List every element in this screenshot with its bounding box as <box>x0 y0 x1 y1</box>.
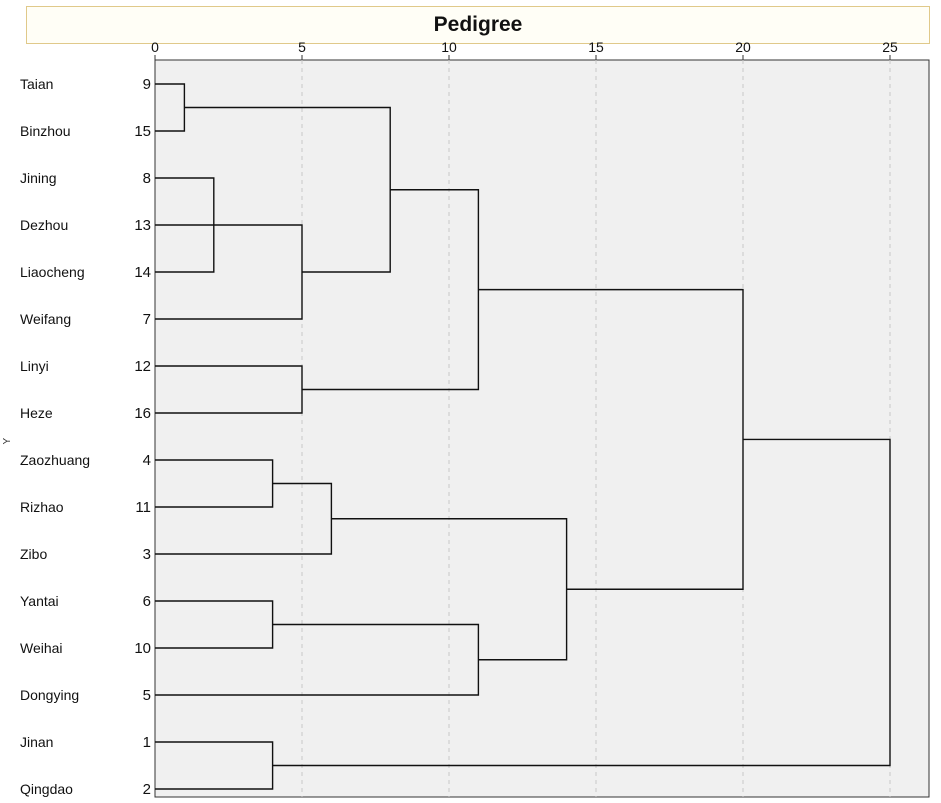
leaf-id-10: 10 <box>134 640 151 657</box>
leaf-name-jining: Jining <box>20 170 57 186</box>
leaf-name-dezhou: Dezhou <box>20 217 68 233</box>
leaf-name-weihai: Weihai <box>20 640 63 656</box>
x-tick-label-25: 25 <box>882 39 898 55</box>
leaf-id-15: 15 <box>134 123 151 140</box>
y-axis-label: Y <box>2 438 13 445</box>
leaf-id-13: 13 <box>134 217 151 234</box>
leaf-name-taian: Taian <box>20 76 53 92</box>
leaf-id-8: 8 <box>143 170 151 187</box>
leaf-id-11: 11 <box>135 499 151 516</box>
leaf-id-12: 12 <box>134 358 151 375</box>
leaf-id-16: 16 <box>134 405 151 422</box>
leaf-id-6: 6 <box>143 593 151 610</box>
leaf-id-4: 4 <box>143 452 151 469</box>
x-tick-label-15: 15 <box>588 39 604 55</box>
chart-title: Pedigree <box>433 13 523 36</box>
plot-area <box>154 59 930 798</box>
leaf-id-14: 14 <box>134 264 151 281</box>
leaf-name-rizhao: Rizhao <box>20 499 64 515</box>
leaf-name-zibo: Zibo <box>20 546 47 562</box>
leaf-name-binzhou: Binzhou <box>20 123 71 139</box>
leaf-name-linyi: Linyi <box>20 358 49 374</box>
leaf-id-2: 2 <box>143 781 151 798</box>
leaf-id-7: 7 <box>143 311 151 328</box>
x-tick-label-0: 0 <box>151 39 159 55</box>
x-tick-label-10: 10 <box>441 39 457 55</box>
x-tick-label-5: 5 <box>298 39 306 55</box>
leaf-name-weifang: Weifang <box>20 311 71 327</box>
leaf-id-1: 1 <box>143 734 151 751</box>
leaf-name-heze: Heze <box>20 405 53 421</box>
x-tick-label-20: 20 <box>735 39 751 55</box>
leaf-name-zaozhuang: Zaozhuang <box>20 452 90 468</box>
leaf-name-jinan: Jinan <box>20 734 53 750</box>
leaf-name-dongying: Dongying <box>20 687 79 703</box>
leaf-id-5: 5 <box>143 687 151 704</box>
leaf-name-qingdao: Qingdao <box>20 781 73 797</box>
leaf-id-9: 9 <box>143 76 151 93</box>
leaf-id-3: 3 <box>143 546 151 563</box>
leaf-name-liaocheng: Liaocheng <box>20 264 85 280</box>
leaf-name-yantai: Yantai <box>20 593 59 609</box>
chart-title-box: Pedigree <box>26 6 930 44</box>
merge-link-14 <box>272 438 891 767</box>
